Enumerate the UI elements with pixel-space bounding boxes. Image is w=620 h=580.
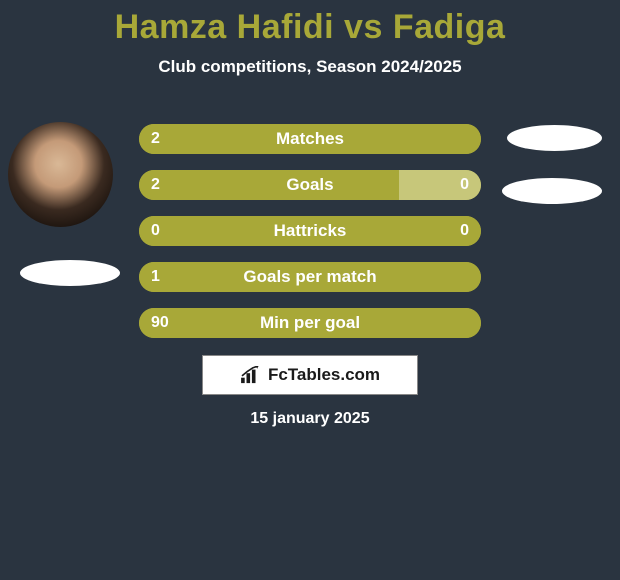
- comparison-bars: 2Matches 20Goals 00Hattricks 1Goals per mat…: [139, 124, 481, 354]
- team-badge-right-1: [507, 125, 602, 151]
- source-text: FcTables.com: [268, 365, 380, 385]
- stat-row: 20Goals: [139, 170, 481, 200]
- date-label: 15 january 2025: [0, 410, 620, 428]
- stat-row: 90Min per goal: [139, 308, 481, 338]
- team-badge-left: [20, 260, 120, 286]
- stat-row: 2Matches: [139, 124, 481, 154]
- chart-icon: [240, 366, 262, 384]
- stat-label: Goals: [139, 170, 481, 200]
- subtitle: Club competitions, Season 2024/2025: [0, 57, 620, 77]
- stat-label: Min per goal: [139, 308, 481, 338]
- page-title: Hamza Hafidi vs Fadiga: [0, 0, 620, 47]
- stat-row: 00Hattricks: [139, 216, 481, 246]
- stat-label: Matches: [139, 124, 481, 154]
- team-badge-right-2: [502, 178, 602, 204]
- player-photo-left: [8, 122, 113, 227]
- stat-label: Goals per match: [139, 262, 481, 292]
- source-logo: FcTables.com: [202, 355, 418, 395]
- stat-row: 1Goals per match: [139, 262, 481, 292]
- stat-label: Hattricks: [139, 216, 481, 246]
